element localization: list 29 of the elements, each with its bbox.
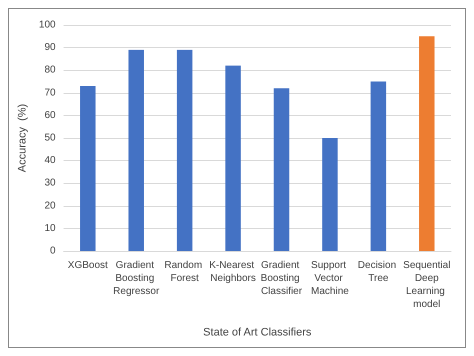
bar bbox=[176, 50, 192, 251]
y-tick-label: 50 bbox=[44, 132, 56, 144]
bar bbox=[274, 88, 290, 251]
x-tick-label: K-Nearest Neighbors bbox=[209, 260, 257, 284]
y-tick-label: 20 bbox=[44, 200, 56, 212]
x-tick-label: Gradient Boosting Regressor bbox=[113, 260, 160, 297]
x-tick-label: XGBoost bbox=[68, 260, 108, 271]
y-tick-label: 80 bbox=[44, 64, 56, 76]
x-tick-label: Sequential Deep Learning model bbox=[403, 260, 450, 310]
y-tick-label: 30 bbox=[44, 178, 56, 189]
bar bbox=[128, 50, 144, 251]
y-tick-label: 40 bbox=[44, 155, 56, 166]
y-tick-label: 100 bbox=[38, 20, 56, 30]
bar bbox=[322, 138, 338, 251]
bar bbox=[370, 82, 386, 251]
bar bbox=[419, 36, 435, 251]
y-tick-label: 70 bbox=[44, 87, 56, 98]
y-tick-label: 0 bbox=[50, 246, 56, 256]
y-tick-label: 10 bbox=[44, 222, 56, 234]
x-tick-label: Gradient Boosting Classifier bbox=[260, 260, 303, 297]
bar bbox=[80, 86, 96, 251]
y-axis-title: Accuracy (%) bbox=[16, 104, 28, 172]
x-tick-label: Random Forest bbox=[164, 260, 205, 284]
x-tick-label: Decision Tree bbox=[358, 260, 399, 284]
x-axis-title: State of Art Classifiers bbox=[203, 326, 312, 338]
bar bbox=[225, 66, 241, 251]
y-tick-label: 90 bbox=[44, 42, 56, 54]
x-tick-label: Support Vector Machine bbox=[311, 260, 350, 297]
y-tick-label: 60 bbox=[44, 110, 56, 121]
